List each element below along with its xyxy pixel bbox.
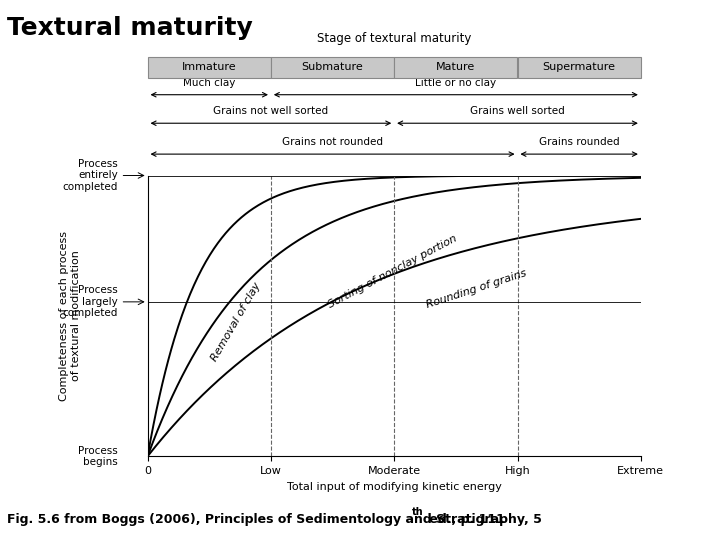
Text: Process
begins: Process begins — [78, 446, 118, 467]
Text: Little or no clay: Little or no clay — [415, 78, 496, 87]
Text: Submature: Submature — [302, 63, 364, 72]
Text: Grains not rounded: Grains not rounded — [282, 137, 383, 147]
Text: Removal of clay: Removal of clay — [210, 281, 263, 363]
Text: Rounding of grains: Rounding of grains — [425, 268, 528, 309]
Text: Much clay: Much clay — [183, 78, 235, 87]
Text: Fig. 5.6 from Boggs (2006), Principles of Sedimentology and Stratigraphy, 5: Fig. 5.6 from Boggs (2006), Principles o… — [7, 514, 542, 526]
Text: Supermature: Supermature — [543, 63, 616, 72]
Bar — [148, 57, 271, 78]
Text: Process
entirely
completed: Process entirely completed — [63, 159, 118, 192]
Bar — [518, 57, 641, 78]
Text: Process
largely
completed: Process largely completed — [63, 285, 118, 319]
Bar — [271, 57, 394, 78]
Y-axis label: Completeness of each process
of textural modification: Completeness of each process of textural… — [59, 231, 81, 401]
Text: Grains not well sorted: Grains not well sorted — [213, 106, 328, 116]
Text: th: th — [412, 507, 424, 517]
Text: Mature: Mature — [436, 63, 475, 72]
X-axis label: Total input of modifying kinetic energy: Total input of modifying kinetic energy — [287, 482, 502, 491]
Text: Textural maturity: Textural maturity — [7, 16, 253, 40]
Text: ed., p. 111: ed., p. 111 — [425, 514, 505, 526]
Bar — [394, 57, 518, 78]
Text: Sorting of nonclay portion: Sorting of nonclay portion — [326, 233, 459, 310]
Text: Grains rounded: Grains rounded — [539, 137, 619, 147]
Text: Immature: Immature — [182, 63, 237, 72]
Text: Stage of textural maturity: Stage of textural maturity — [317, 32, 472, 45]
Text: Grains well sorted: Grains well sorted — [470, 106, 565, 116]
